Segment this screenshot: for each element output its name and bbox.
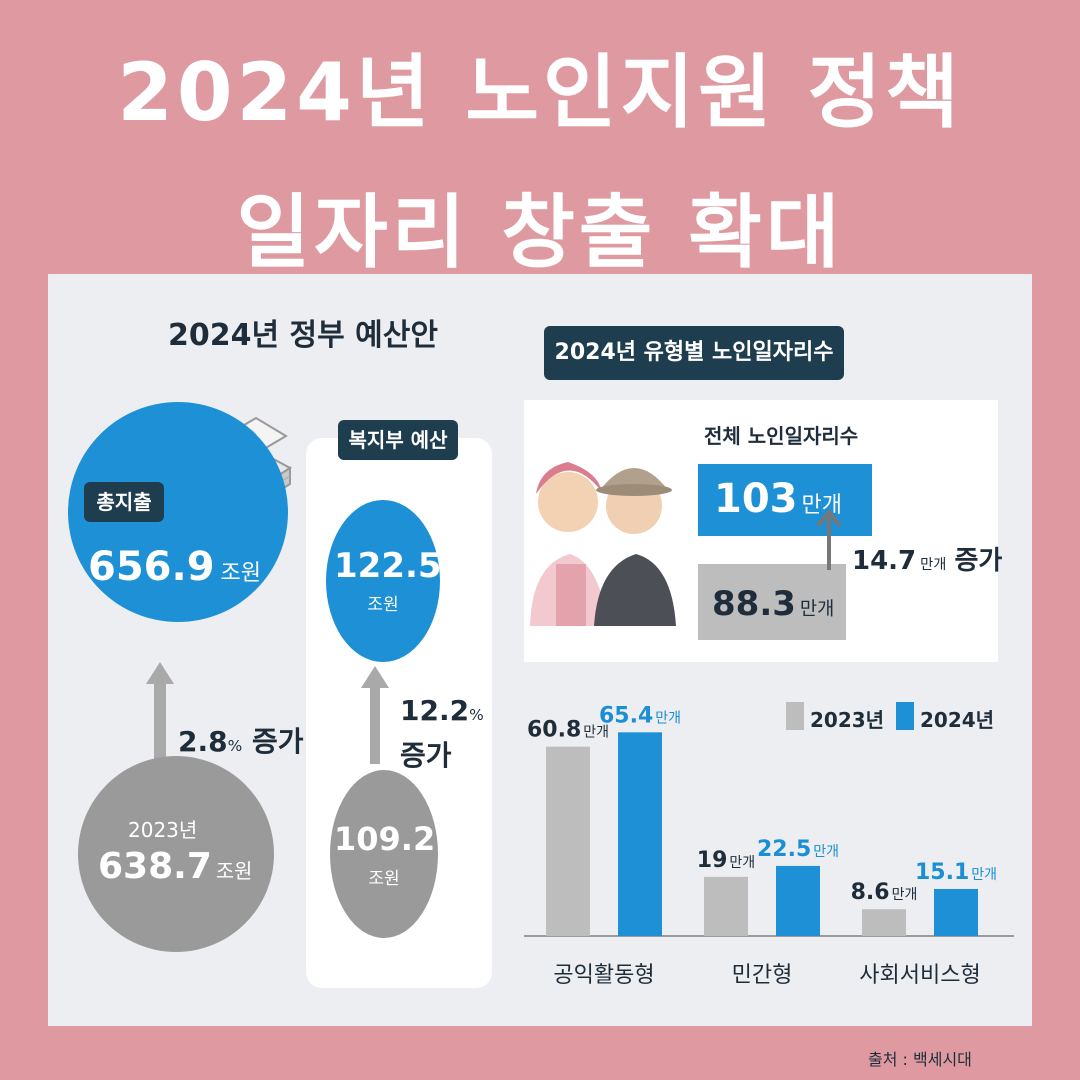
category-label: 민간형 [732, 963, 793, 988]
total-2024-value: 656.9 조원 [88, 544, 262, 590]
bar-value-label: 15.1 만개 [915, 860, 997, 885]
total-jobs-2023-bar [698, 564, 846, 640]
bar-value-label: 19 만개 [697, 848, 755, 873]
total-jobs-increase: 14.7 만개 증가 [852, 546, 1003, 576]
elderly-couple-icon [530, 462, 676, 626]
welfare-increase-word: 증가 [400, 739, 452, 772]
headline-line1: 2024년 노인지원 정책 [117, 46, 963, 139]
bar-2023-1 [704, 876, 748, 936]
category-label: 사회서비스형 [859, 963, 980, 988]
total-2023-year: 2023년 [128, 818, 198, 842]
legend-2024-swatch [896, 702, 914, 730]
budget-title: 2024년 정부 예산안 [168, 318, 438, 353]
welfare-increase: 12.2% [400, 694, 484, 727]
total-2023-circle [78, 756, 274, 952]
bar-2024-1 [776, 865, 820, 936]
welfare-2024-value: 122.5 [334, 546, 442, 586]
infographic-panel: 2024년 정부 예산안 총지출 656.9 조원 2.8% 증가 2023년 6… [48, 274, 1032, 1026]
total-jobs-2023-value: 88.3 만개 [712, 584, 835, 624]
welfare-2024-unit: 조원 [367, 595, 399, 615]
total-jobs-2024-bar [698, 464, 872, 536]
total-2023-value: 638.7 조원 [98, 846, 253, 887]
welfare-2024-circle [326, 500, 440, 662]
total-increase: 2.8% 증가 [178, 725, 304, 758]
legend-2023-label: 2023년 [810, 708, 885, 732]
source-credit: 출처 : 백세시대 [868, 1050, 972, 1069]
legend-2023-swatch [786, 702, 804, 730]
category-label: 공익활동형 [553, 963, 654, 988]
increase-arrow [154, 680, 166, 770]
total-jobs-increase-arrow [816, 508, 842, 570]
bar-2023-0 [546, 746, 590, 936]
headline-line2: 일자리 창출 확대 [236, 186, 844, 279]
bar-2023-2 [862, 909, 906, 936]
jobs-title: 2024년 유형별 노인일자리수 [544, 326, 844, 380]
total-jobs-label: 전체 노인일자리수 [704, 424, 859, 448]
bar-value-label: 8.6 만개 [851, 880, 918, 905]
bar-2024-2 [934, 888, 978, 936]
total-spending-label: 총지출 [84, 482, 164, 522]
welfare-2023-value: 109.2 [334, 820, 436, 858]
bar-value-label: 65.4 만개 [599, 703, 681, 728]
welfare-2023-circle [330, 770, 438, 938]
legend-2024-label: 2024년 [920, 708, 995, 732]
bar-2024-0 [618, 732, 662, 936]
total-jobs-2024-value: 103 만개 [714, 476, 842, 522]
increase-arrow-head [146, 662, 174, 684]
bar-value-label: 22.5 만개 [757, 837, 839, 862]
welfare-2023-unit: 조원 [368, 869, 400, 889]
welfare-increase-arrow [370, 684, 380, 764]
welfare-increase-arrow-head [361, 666, 389, 688]
bar-value-label: 60.8 만개 [527, 718, 609, 743]
welfare-budget-label: 복지부 예산 [338, 420, 458, 460]
